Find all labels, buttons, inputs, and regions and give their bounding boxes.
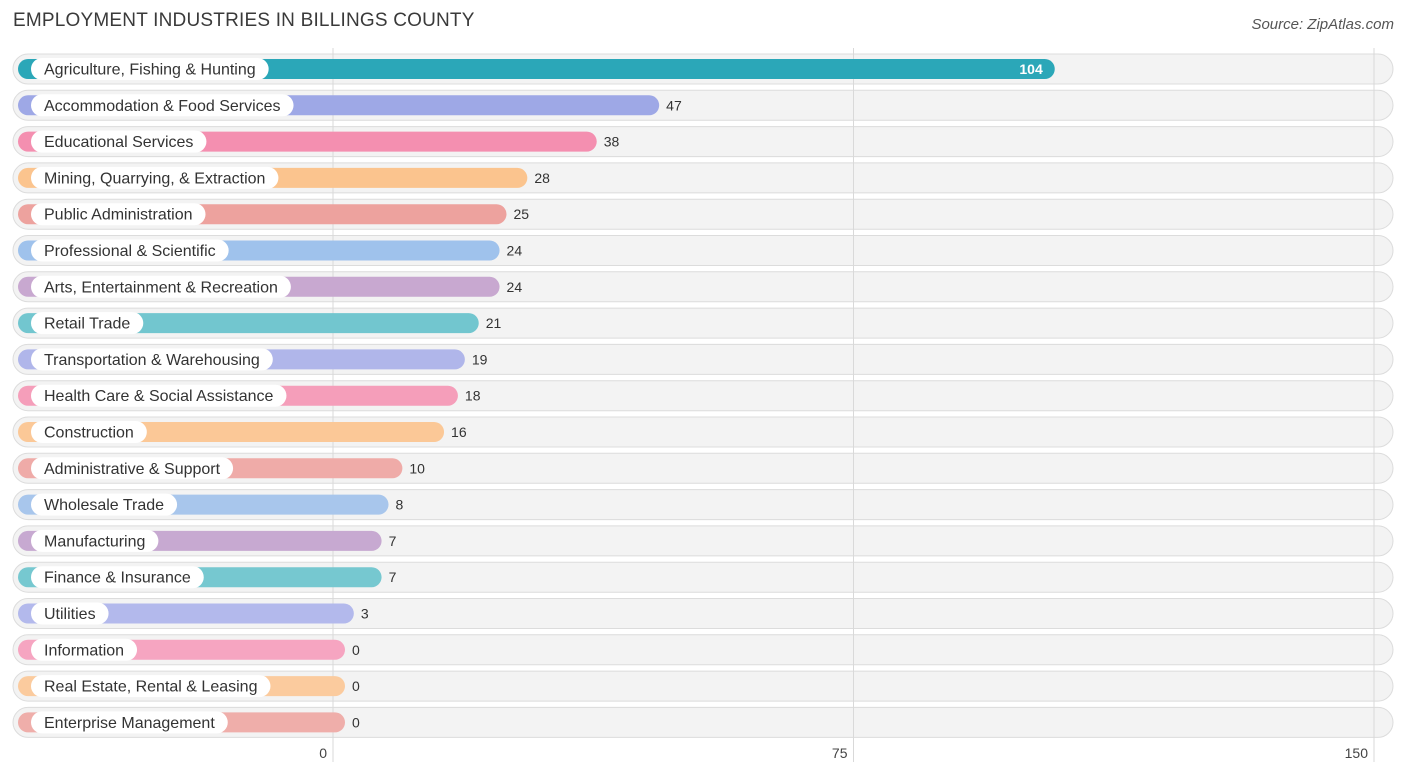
value-label: 7 <box>389 569 397 585</box>
category-label-pill <box>31 166 279 189</box>
category-label: Arts, Entertainment & Recreation <box>44 279 278 296</box>
category-label-pill <box>31 203 206 226</box>
category-label-pill <box>31 493 178 516</box>
category-label-pill <box>31 312 144 335</box>
value-label: 10 <box>409 460 425 476</box>
category-label-pill <box>31 130 207 153</box>
value-label: 8 <box>396 497 404 513</box>
category-label: Public Administration <box>44 207 193 224</box>
value-label: 16 <box>451 424 467 440</box>
category-label-pill <box>31 457 234 480</box>
row-background <box>12 598 1394 629</box>
value-label: 0 <box>352 714 360 730</box>
category-label-pill <box>31 529 159 552</box>
category-label: Educational Services <box>44 134 193 151</box>
value-label: 21 <box>486 315 502 331</box>
category-label: Manufacturing <box>44 533 145 550</box>
category-label-pill <box>31 239 229 262</box>
x-tick-label: 0 <box>319 745 327 761</box>
category-label-pill <box>31 58 269 80</box>
category-label: Health Care & Social Assistance <box>44 388 274 405</box>
x-axis-ticks: 0 75 150 <box>319 745 1368 761</box>
category-label: Administrative & Support <box>44 461 221 478</box>
value-label: 47 <box>666 97 682 113</box>
row-background <box>12 670 1394 702</box>
category-label-pill <box>31 711 228 734</box>
x-tick-label: 150 <box>1345 745 1369 761</box>
category-label-pill <box>31 348 273 371</box>
value-label: 24 <box>507 279 523 295</box>
category-label: Accommodation & Food Services <box>44 98 281 115</box>
value-label: 18 <box>465 388 481 404</box>
category-label: Construction <box>44 425 134 442</box>
category-label: Enterprise Management <box>44 715 215 732</box>
category-label-pill <box>31 421 147 443</box>
category-label: Finance & Insurance <box>44 570 191 587</box>
bar[interactable] <box>18 59 1055 79</box>
value-label: 19 <box>472 351 488 367</box>
value-label: 3 <box>361 606 369 622</box>
row-background <box>12 634 1394 666</box>
category-label-pill <box>31 275 291 298</box>
source-note: Source: ZipAtlas.com <box>1251 16 1394 33</box>
category-label-pill <box>31 384 287 407</box>
category-label: Mining, Quarrying, & Extraction <box>44 170 265 187</box>
value-label: 24 <box>507 243 523 259</box>
category-label: Real Estate, Rental & Leasing <box>44 679 257 696</box>
value-label: 25 <box>514 206 530 222</box>
category-label-pill <box>31 94 294 117</box>
value-label: 28 <box>534 170 550 186</box>
category-label: Utilities <box>44 606 96 623</box>
category-label-pill <box>31 675 271 698</box>
category-label: Professional & Scientific <box>44 243 216 260</box>
value-label: 38 <box>604 134 620 150</box>
category-label-pill <box>31 602 109 625</box>
value-label: 7 <box>389 533 397 549</box>
category-label: Information <box>44 642 124 659</box>
category-label-pill <box>31 566 204 589</box>
category-label-pill <box>31 638 138 661</box>
value-label: 104 <box>1019 61 1043 77</box>
row-background <box>12 706 1394 738</box>
category-label: Agriculture, Fishing & Hunting <box>44 62 256 79</box>
bars: Agriculture, Fishing & Hunting 104 Accommo… <box>18 58 1055 734</box>
chart-title: EMPLOYMENT INDUSTRIES IN BILLINGS COUNTY <box>13 10 475 31</box>
x-tick-label: 75 <box>832 745 848 761</box>
value-label: 0 <box>352 678 360 694</box>
category-label: Transportation & Warehousing <box>44 352 260 369</box>
category-label: Retail Trade <box>44 316 130 333</box>
category-label: Wholesale Trade <box>44 497 164 514</box>
value-label: 0 <box>352 642 360 658</box>
